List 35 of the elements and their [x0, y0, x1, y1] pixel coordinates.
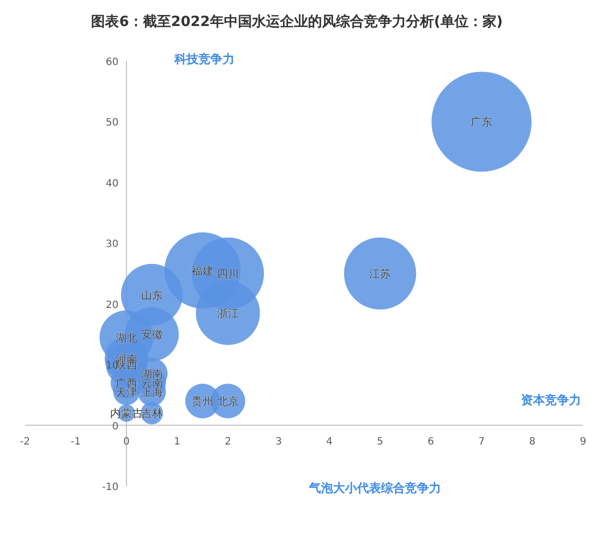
x-tick-label: -1	[70, 436, 81, 448]
y-tick-label: 40	[106, 178, 118, 190]
x-tick-label: 3	[275, 436, 282, 448]
series-label: 北京	[216, 395, 239, 408]
series-label: 安徽	[140, 328, 163, 342]
series-label: 江苏	[369, 268, 392, 280]
y-tick-label: 60	[106, 57, 118, 68]
y-tick-label: 50	[106, 118, 118, 129]
chart-title: 图表6：截至2022年中国水运企业的风综合竞争力分析(单位：家)	[91, 13, 503, 30]
x-tick-label: 7	[478, 436, 485, 448]
x-tick-label: 6	[428, 436, 434, 448]
y-tick-label: 20	[106, 300, 118, 311]
series-label: 广东	[470, 116, 493, 129]
annotation: 气泡大小代表综合竞争力	[308, 481, 441, 495]
series-label: 山东	[140, 288, 163, 302]
series-label: 贵州	[192, 395, 214, 408]
annotation: 资本竞争力	[521, 393, 581, 407]
y-tick-label: -10	[102, 482, 118, 493]
x-tick-label: 9	[580, 436, 586, 448]
annotation: 科技竞争力	[173, 52, 234, 66]
x-tick-label: 2	[224, 436, 232, 448]
y-tick-label: 30	[106, 239, 118, 250]
x-tick-label: 0	[123, 436, 130, 448]
series-label: 吉林	[140, 407, 163, 420]
series-label: 福建	[192, 264, 214, 278]
x-tick-label: 1	[174, 436, 180, 448]
x-tick-label: -2	[20, 436, 30, 448]
series-label: 浙江	[216, 306, 239, 320]
series-label: 上海	[140, 386, 163, 399]
y-tick-label: 0	[112, 421, 118, 432]
x-tick-label: 5	[376, 436, 384, 448]
x-tick-label: 4	[326, 436, 333, 448]
series-label: 湖北	[115, 331, 138, 344]
series-label: 四川	[216, 268, 239, 280]
x-tick-label: 8	[529, 436, 536, 448]
